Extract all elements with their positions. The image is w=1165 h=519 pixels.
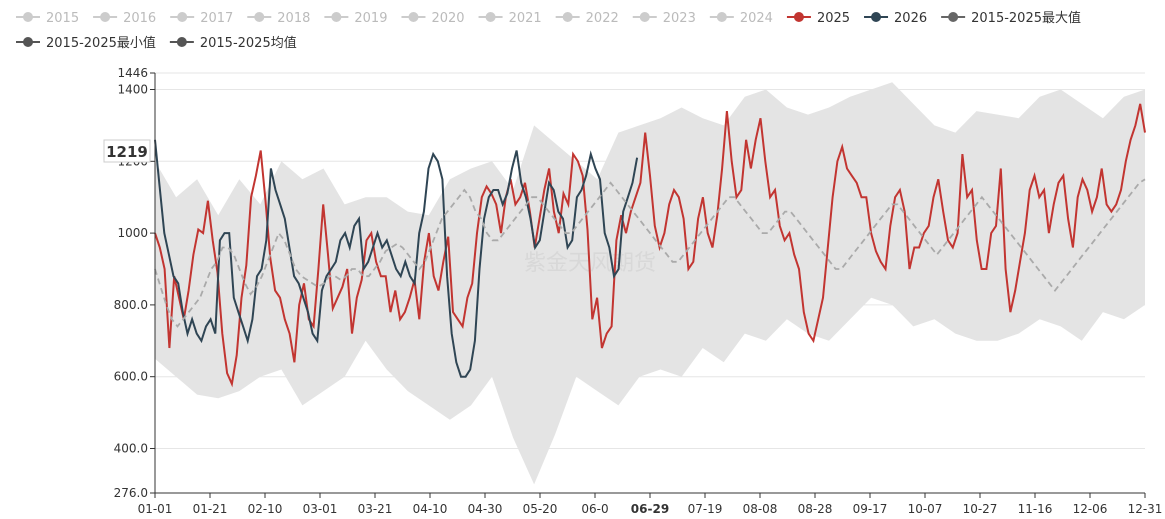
legend-marker-icon <box>331 12 342 22</box>
legend-label: 2015-2025最大值 <box>971 10 1081 26</box>
x-tick-label: 06-0 <box>581 502 608 516</box>
legend-label: 2016 <box>123 11 156 26</box>
legend-item-2015-2025最小值[interactable]: 2015-2025最小值 <box>16 35 156 51</box>
x-tick-label: 09-17 <box>853 502 888 516</box>
x-tick-label: 02-10 <box>248 502 283 516</box>
x-tick-label: 07-19 <box>688 502 723 516</box>
legend-item-2023[interactable]: 2023 <box>632 11 696 26</box>
legend-item-2017[interactable]: 2017 <box>170 11 233 26</box>
legend-item-2018[interactable]: 2018 <box>247 11 310 26</box>
legend-item-2021[interactable]: 2021 <box>478 11 542 26</box>
legend-item-2015-2025最大值[interactable]: 2015-2025最大值 <box>941 10 1081 26</box>
legend-marker-icon <box>948 12 959 22</box>
x-tick-label: 05-20 <box>523 502 558 516</box>
legend-marker-icon <box>716 12 727 22</box>
max-min-band <box>155 82 1145 485</box>
legend-marker-icon <box>485 12 496 22</box>
legend-label: 2015-2025最小值 <box>46 35 156 51</box>
legend-label: 2025 <box>817 11 850 26</box>
legend-item-2020[interactable]: 2020 <box>401 11 465 26</box>
legend-label: 2018 <box>277 11 310 26</box>
legend-marker-icon <box>254 12 265 22</box>
y-tick-label: 400.0 <box>114 441 148 455</box>
x-tick-label: 04-30 <box>468 502 503 516</box>
legend-item-2019[interactable]: 2019 <box>324 11 387 26</box>
y-pointer-box <box>103 139 151 163</box>
series-line-2015-2025均值 <box>154 178 1146 328</box>
x-tick-label: 08-08 <box>743 502 778 516</box>
legend-marker-icon <box>23 12 33 22</box>
legend-marker-icon <box>639 12 650 22</box>
x-tick-label: 03-21 <box>358 502 393 516</box>
y-tick-label: 1446 <box>117 66 148 80</box>
y-tick-label: 600.0 <box>114 370 148 384</box>
y-tick-label: 800.0 <box>114 298 148 312</box>
x-tick-label: 01-21 <box>193 502 228 516</box>
legend-item-2022[interactable]: 2022 <box>555 11 619 26</box>
legend-marker-icon <box>793 12 804 22</box>
legend-marker-icon <box>562 12 573 22</box>
legend-marker-icon <box>23 37 33 47</box>
legend-item-2015[interactable]: 2015 <box>16 11 79 26</box>
series-lines <box>154 103 1146 388</box>
legend-marker-icon <box>100 12 111 22</box>
y-pointer-label: 1219 <box>106 143 148 161</box>
x-tick-label: 08-28 <box>798 502 833 516</box>
legend-label: 2019 <box>354 11 387 26</box>
legend-marker-icon <box>871 12 882 22</box>
series-line-2025 <box>154 103 1146 388</box>
band-area <box>155 82 1145 485</box>
legend-marker-icon <box>177 12 188 22</box>
legend-label: 2021 <box>509 11 542 26</box>
y-pointer: 1219 <box>103 139 151 163</box>
legend-marker-icon <box>408 12 419 22</box>
x-tick-label: 12-06 <box>1073 502 1108 516</box>
x-tick-label: 04-10 <box>413 502 448 516</box>
x-tick-label: 10-27 <box>963 502 998 516</box>
legend-label: 2020 <box>431 11 464 26</box>
y-tick-label: 1000 <box>117 226 148 240</box>
legend-item-2015-2025均值[interactable]: 2015-2025均值 <box>169 35 297 51</box>
legend-label: 2017 <box>200 11 233 26</box>
legend-label: 2015 <box>46 11 79 26</box>
series-line-2026 <box>154 139 639 378</box>
legend-label: 2026 <box>894 11 927 26</box>
x-tick-label: 11-16 <box>1018 502 1053 516</box>
y-tick-label: 276.0 <box>114 486 148 500</box>
legend-label: 2022 <box>586 11 619 26</box>
x-tick-label: 10-07 <box>908 502 943 516</box>
legend-label: 2023 <box>663 11 696 26</box>
legend-item-2026[interactable]: 2026 <box>864 11 927 26</box>
legend-label: 2015-2025均值 <box>200 35 297 51</box>
x-tick-label: 03-01 <box>303 502 338 516</box>
legend-marker-icon <box>176 37 187 47</box>
legend-item-2016[interactable]: 2016 <box>93 11 156 26</box>
y-tick-label: 1400 <box>117 83 148 97</box>
x-axis: 01-01 01-21 02-10 03-01 03-21 04-10 04-30 05-20… <box>138 492 1163 516</box>
legend-label: 2024 <box>740 11 773 26</box>
chart-legend[interactable]: 2015 2016 2017 2018 2019 2020 2021 2022 2023 2024… <box>16 10 1081 51</box>
x-tick-label: 01-01 <box>138 502 173 516</box>
x-tick-label: 12-31 <box>1128 502 1163 516</box>
legend-item-2025[interactable]: 2025 <box>786 11 850 26</box>
legend-item-2024[interactable]: 2024 <box>709 11 773 26</box>
x-tick-label: 06-29 <box>631 502 669 516</box>
